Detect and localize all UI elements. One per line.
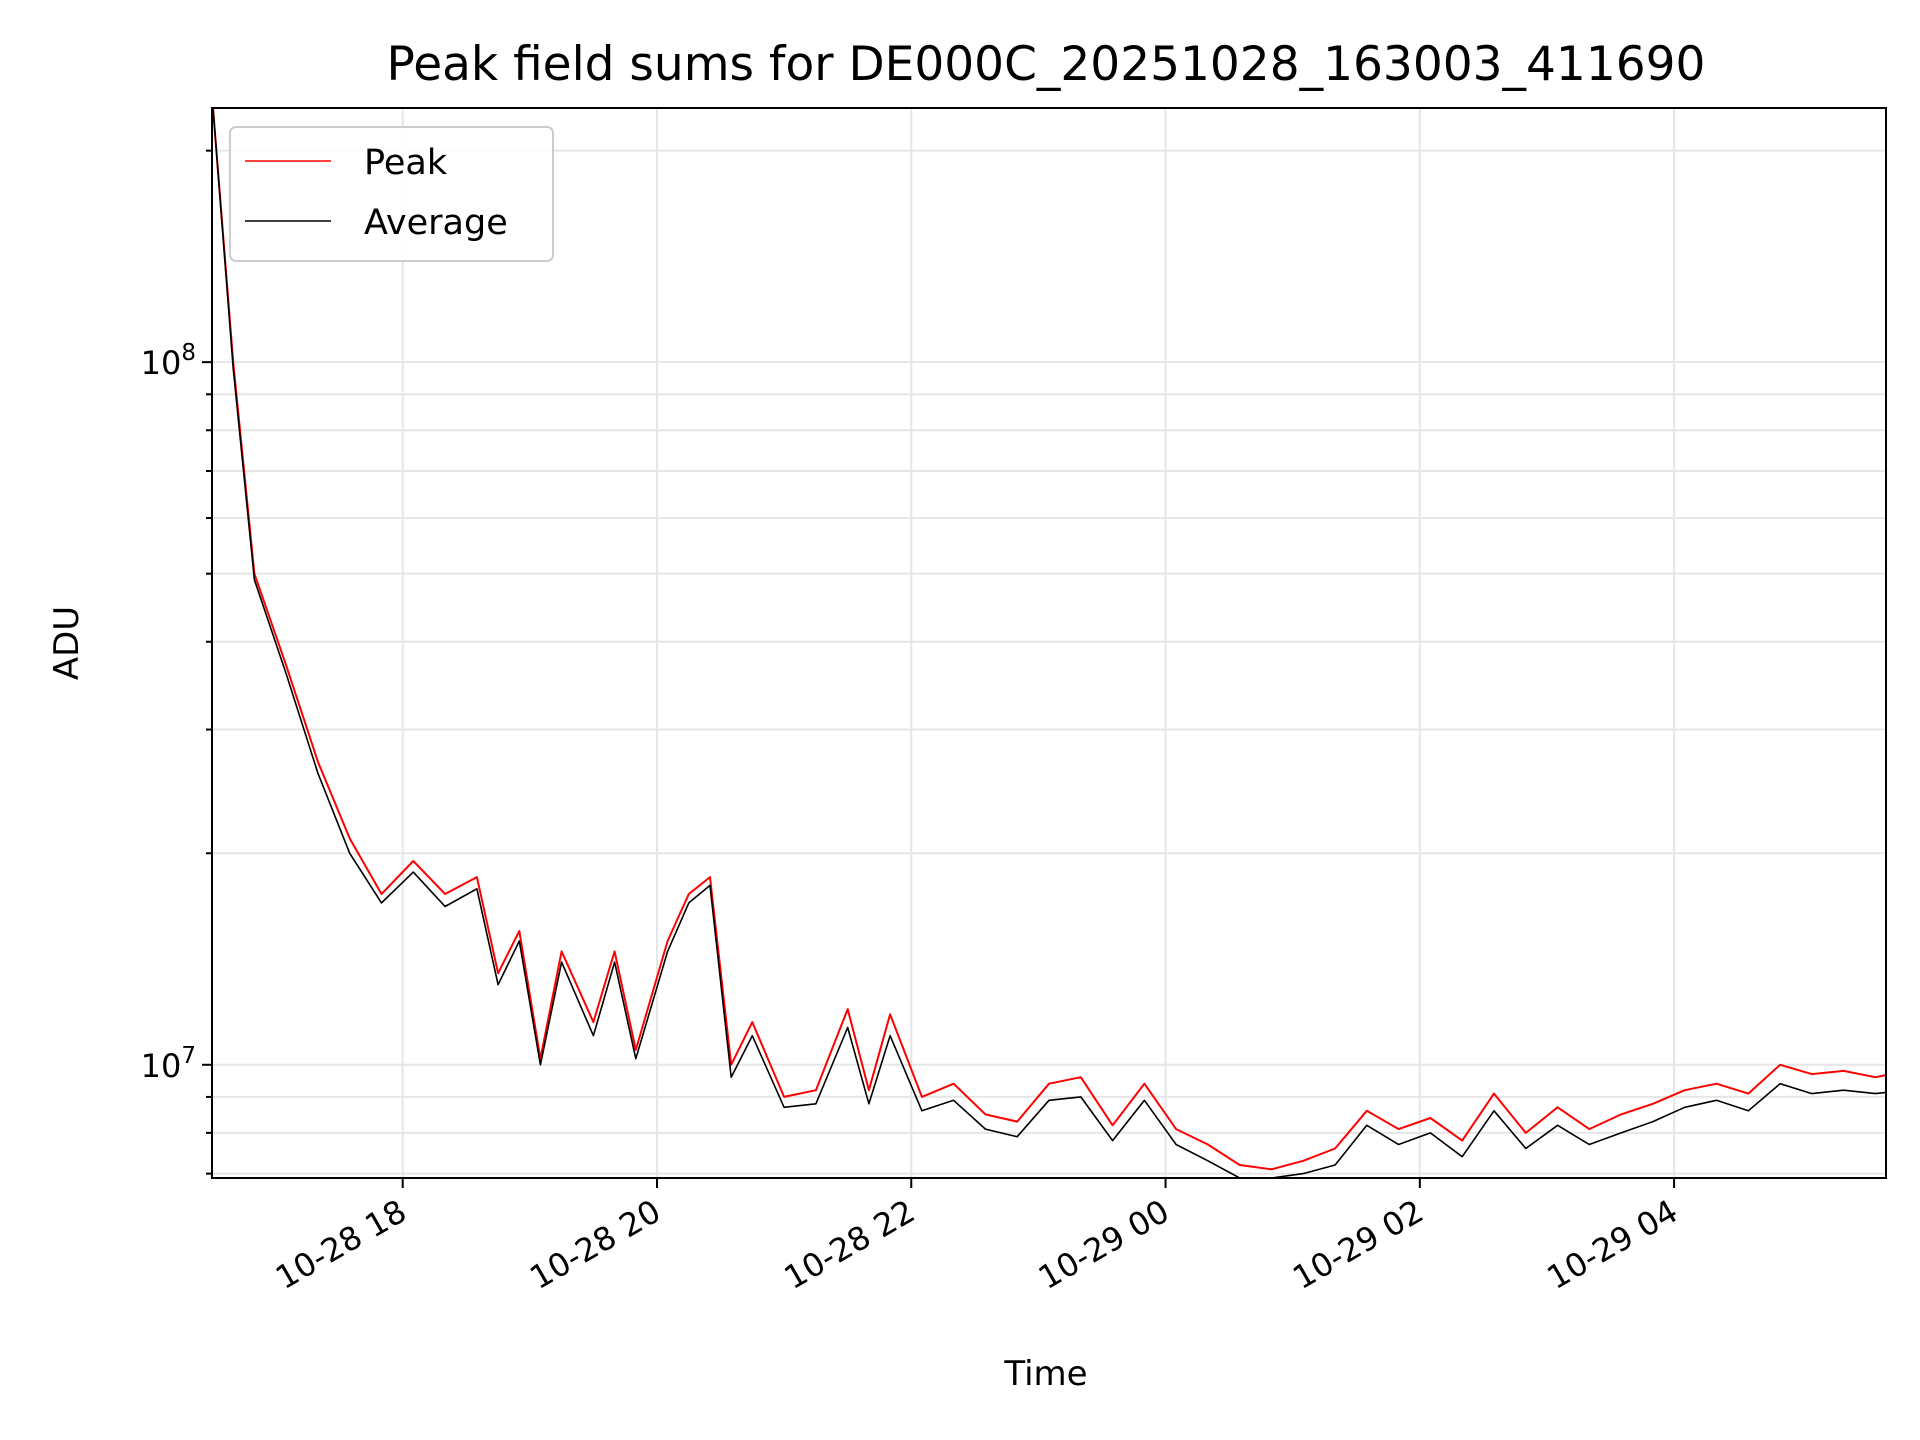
x-tick-label: 10-29 00 xyxy=(1032,1192,1176,1297)
x-tick-label: 10-29 04 xyxy=(1541,1192,1685,1297)
x-tick-label: 10-28 18 xyxy=(269,1192,413,1297)
x-tick-label: 10-28 20 xyxy=(523,1192,667,1297)
series-line-peak xyxy=(212,108,1886,1171)
legend-label-average: Average xyxy=(364,203,508,243)
series-line-average xyxy=(212,108,1886,1178)
plot-lines xyxy=(212,108,1886,1178)
y-tick-label: 108 xyxy=(141,340,196,382)
legend: Peak Average xyxy=(229,126,554,262)
grid xyxy=(212,108,1886,1178)
y-axis-label: ADU xyxy=(47,606,87,680)
y-tick-label: 107 xyxy=(141,1043,196,1085)
x-tick-label: 10-28 22 xyxy=(778,1192,922,1297)
y-axis: 108 107 xyxy=(141,149,212,1175)
x-tick-label: 10-29 02 xyxy=(1286,1192,1430,1297)
chart-title: Peak field sums for DE000C_20251028_1630… xyxy=(387,37,1706,92)
x-axis: 10-28 18 10-28 20 10-28 22 10-29 00 10-29 02… xyxy=(269,1178,1684,1297)
legend-label-peak: Peak xyxy=(364,143,448,183)
plot-frame xyxy=(211,107,1887,1179)
x-axis-label: Time xyxy=(1003,1354,1087,1394)
